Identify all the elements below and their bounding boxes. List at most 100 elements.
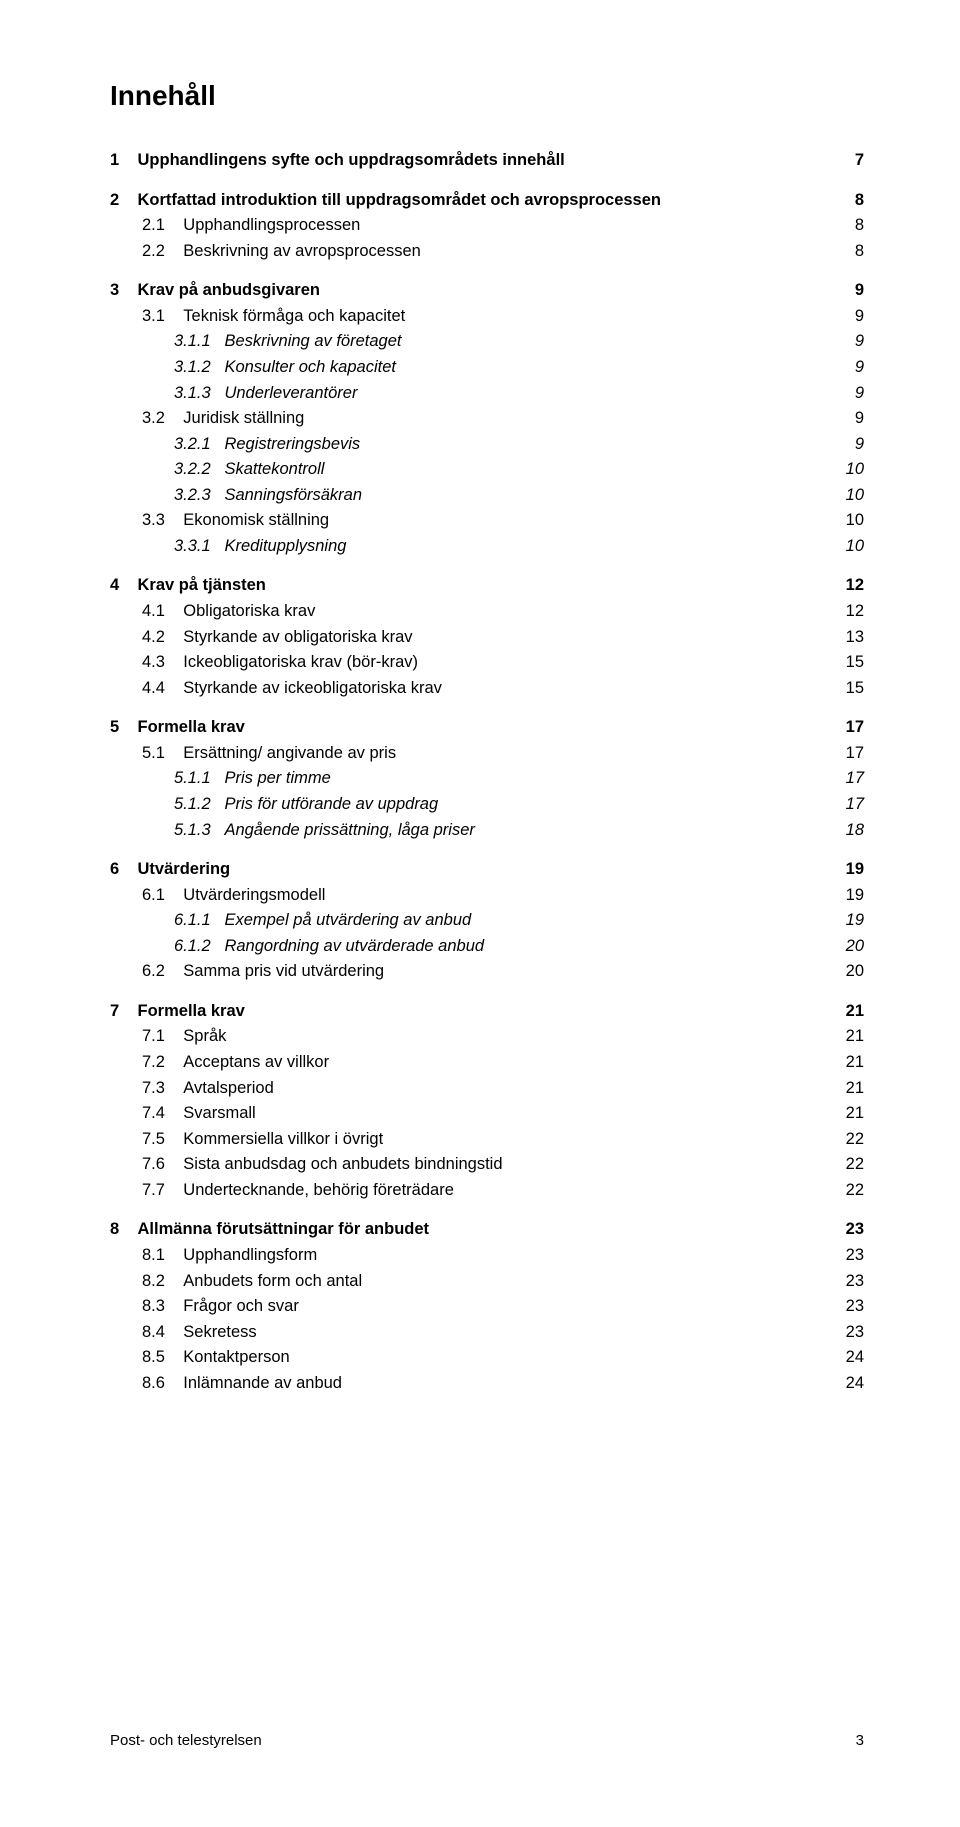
toc-entry-label: 8.2 Anbudets form och antal xyxy=(142,1269,834,1295)
toc-entry-page: 22 xyxy=(834,1127,864,1153)
toc-entry-page: 9 xyxy=(834,278,864,304)
toc-entry: 6.1.2 Rangordning av utvärderade anbud20 xyxy=(110,934,864,960)
toc-entry: 5.1.2 Pris för utförande av uppdrag17 xyxy=(110,792,864,818)
toc-entry-page: 9 xyxy=(834,329,864,355)
toc-entry-label: 6.1.1 Exempel på utvärdering av anbud xyxy=(174,908,834,934)
toc-entry-page: 17 xyxy=(834,766,864,792)
toc-entry: 3.1 Teknisk förmåga och kapacitet9 xyxy=(110,304,864,330)
toc-entry: 4.1 Obligatoriska krav12 xyxy=(110,599,864,625)
toc-entry-page: 21 xyxy=(834,999,864,1025)
toc-entry: 7.2 Acceptans av villkor21 xyxy=(110,1050,864,1076)
toc-entry: 4.4 Styrkande av ickeobligatoriska krav1… xyxy=(110,676,864,702)
toc-entry: 7.7 Undertecknande, behörig företrädare2… xyxy=(110,1178,864,1204)
toc-entry-label: 3.3 Ekonomisk ställning xyxy=(142,508,834,534)
toc-entry-page: 23 xyxy=(834,1294,864,1320)
toc-entry-page: 20 xyxy=(834,959,864,985)
toc-group-gap xyxy=(110,264,864,278)
toc-entry-label: 3.1.2 Konsulter och kapacitet xyxy=(174,355,834,381)
toc-entry-label: 8.3 Frågor och svar xyxy=(142,1294,834,1320)
toc-entry: 7 Formella krav21 xyxy=(110,999,864,1025)
toc-entry: 8.5 Kontaktperson24 xyxy=(110,1345,864,1371)
toc-entry: 3.3 Ekonomisk ställning10 xyxy=(110,508,864,534)
toc-entry-page: 23 xyxy=(834,1269,864,1295)
footer-page-number: 3 xyxy=(856,1732,864,1749)
toc-entry: 1 Upphandlingens syfte och uppdragsområd… xyxy=(110,148,864,174)
toc-entry-label: 5.1.3 Angående prissättning, låga priser xyxy=(174,818,834,844)
toc-entry-page: 13 xyxy=(834,625,864,651)
toc-entry-label: 8.5 Kontaktperson xyxy=(142,1345,834,1371)
toc-entry-label: 3 Krav på anbudsgivaren xyxy=(110,278,834,304)
toc-entry-label: 8.6 Inlämnande av anbud xyxy=(142,1371,834,1397)
toc-entry-label: 5 Formella krav xyxy=(110,715,834,741)
toc-entry-label: 3.2 Juridisk ställning xyxy=(142,406,834,432)
toc-entry-page: 19 xyxy=(834,857,864,883)
toc-entry-label: 5.1.2 Pris för utförande av uppdrag xyxy=(174,792,834,818)
toc-entry-page: 12 xyxy=(834,573,864,599)
toc-group-gap xyxy=(110,843,864,857)
toc-entry-page: 24 xyxy=(834,1345,864,1371)
toc-entry-page: 15 xyxy=(834,650,864,676)
toc-entry-page: 18 xyxy=(834,818,864,844)
toc-entry-page: 7 xyxy=(834,148,864,174)
toc-entry-label: 6.2 Samma pris vid utvärdering xyxy=(142,959,834,985)
toc-entry-label: 7.4 Svarsmall xyxy=(142,1101,834,1127)
toc-entry-page: 22 xyxy=(834,1178,864,1204)
toc-entry: 6 Utvärdering19 xyxy=(110,857,864,883)
toc-entry-page: 21 xyxy=(834,1101,864,1127)
toc-entry-page: 9 xyxy=(834,304,864,330)
toc-entry: 3.2 Juridisk ställning9 xyxy=(110,406,864,432)
toc-entry-label: 2 Kortfattad introduktion till uppdragso… xyxy=(110,188,834,214)
toc-entry: 5.1.3 Angående prissättning, låga priser… xyxy=(110,818,864,844)
toc-entry-page: 19 xyxy=(834,883,864,909)
toc-entry: 5.1.1 Pris per timme17 xyxy=(110,766,864,792)
toc-entry-label: 6.1.2 Rangordning av utvärderade anbud xyxy=(174,934,834,960)
toc-entry: 7.4 Svarsmall21 xyxy=(110,1101,864,1127)
page-title: Innehåll xyxy=(110,80,864,112)
toc-entry-page: 20 xyxy=(834,934,864,960)
toc-entry-label: 4.1 Obligatoriska krav xyxy=(142,599,834,625)
toc-entry-page: 24 xyxy=(834,1371,864,1397)
toc-entry-label: 7.2 Acceptans av villkor xyxy=(142,1050,834,1076)
toc-entry-page: 10 xyxy=(834,457,864,483)
toc-entry-label: 8.4 Sekretess xyxy=(142,1320,834,1346)
toc-entry-label: 6 Utvärdering xyxy=(110,857,834,883)
toc-entry: 3.1.2 Konsulter och kapacitet9 xyxy=(110,355,864,381)
toc-entry-label: 4.2 Styrkande av obligatoriska krav xyxy=(142,625,834,651)
toc-entry: 3.2.3 Sanningsförsäkran10 xyxy=(110,483,864,509)
toc-entry-label: 5.1.1 Pris per timme xyxy=(174,766,834,792)
page-footer: Post- och telestyrelsen 3 xyxy=(110,1732,864,1749)
toc-entry-label: 3.3.1 Kreditupplysning xyxy=(174,534,834,560)
toc-entry: 8.2 Anbudets form och antal23 xyxy=(110,1269,864,1295)
toc-entry-label: 6.1 Utvärderingsmodell xyxy=(142,883,834,909)
toc-entry: 4 Krav på tjänsten12 xyxy=(110,573,864,599)
toc-entry-page: 10 xyxy=(834,534,864,560)
toc-group-gap xyxy=(110,559,864,573)
toc-entry-page: 10 xyxy=(834,508,864,534)
toc-entry: 6.2 Samma pris vid utvärdering20 xyxy=(110,959,864,985)
table-of-contents: 1 Upphandlingens syfte och uppdragsområd… xyxy=(110,148,864,1396)
toc-entry: 8 Allmänna förutsättningar för anbudet23 xyxy=(110,1217,864,1243)
toc-entry-label: 1 Upphandlingens syfte och uppdragsområd… xyxy=(110,148,834,174)
toc-entry-page: 15 xyxy=(834,676,864,702)
toc-entry-label: 3.2.3 Sanningsförsäkran xyxy=(174,483,834,509)
toc-entry-page: 17 xyxy=(834,715,864,741)
toc-entry-label: 7 Formella krav xyxy=(110,999,834,1025)
toc-entry: 4.2 Styrkande av obligatoriska krav13 xyxy=(110,625,864,651)
toc-entry-page: 10 xyxy=(834,483,864,509)
toc-entry: 8.1 Upphandlingsform23 xyxy=(110,1243,864,1269)
toc-entry: 3.1.1 Beskrivning av företaget9 xyxy=(110,329,864,355)
toc-entry: 3.2.2 Skattekontroll10 xyxy=(110,457,864,483)
toc-entry: 6.1 Utvärderingsmodell19 xyxy=(110,883,864,909)
toc-entry-label: 3.1.1 Beskrivning av företaget xyxy=(174,329,834,355)
toc-group-gap xyxy=(110,1203,864,1217)
toc-entry-page: 23 xyxy=(834,1243,864,1269)
toc-entry: 4.3 Ickeobligatoriska krav (bör-krav)15 xyxy=(110,650,864,676)
footer-left: Post- och telestyrelsen xyxy=(110,1732,262,1749)
toc-entry-page: 23 xyxy=(834,1320,864,1346)
toc-entry: 3 Krav på anbudsgivaren9 xyxy=(110,278,864,304)
toc-entry-page: 21 xyxy=(834,1024,864,1050)
toc-entry-label: 3.2.1 Registreringsbevis xyxy=(174,432,834,458)
toc-entry-page: 19 xyxy=(834,908,864,934)
toc-entry: 7.6 Sista anbudsdag och anbudets bindnin… xyxy=(110,1152,864,1178)
toc-entry: 2.2 Beskrivning av avropsprocessen8 xyxy=(110,239,864,265)
